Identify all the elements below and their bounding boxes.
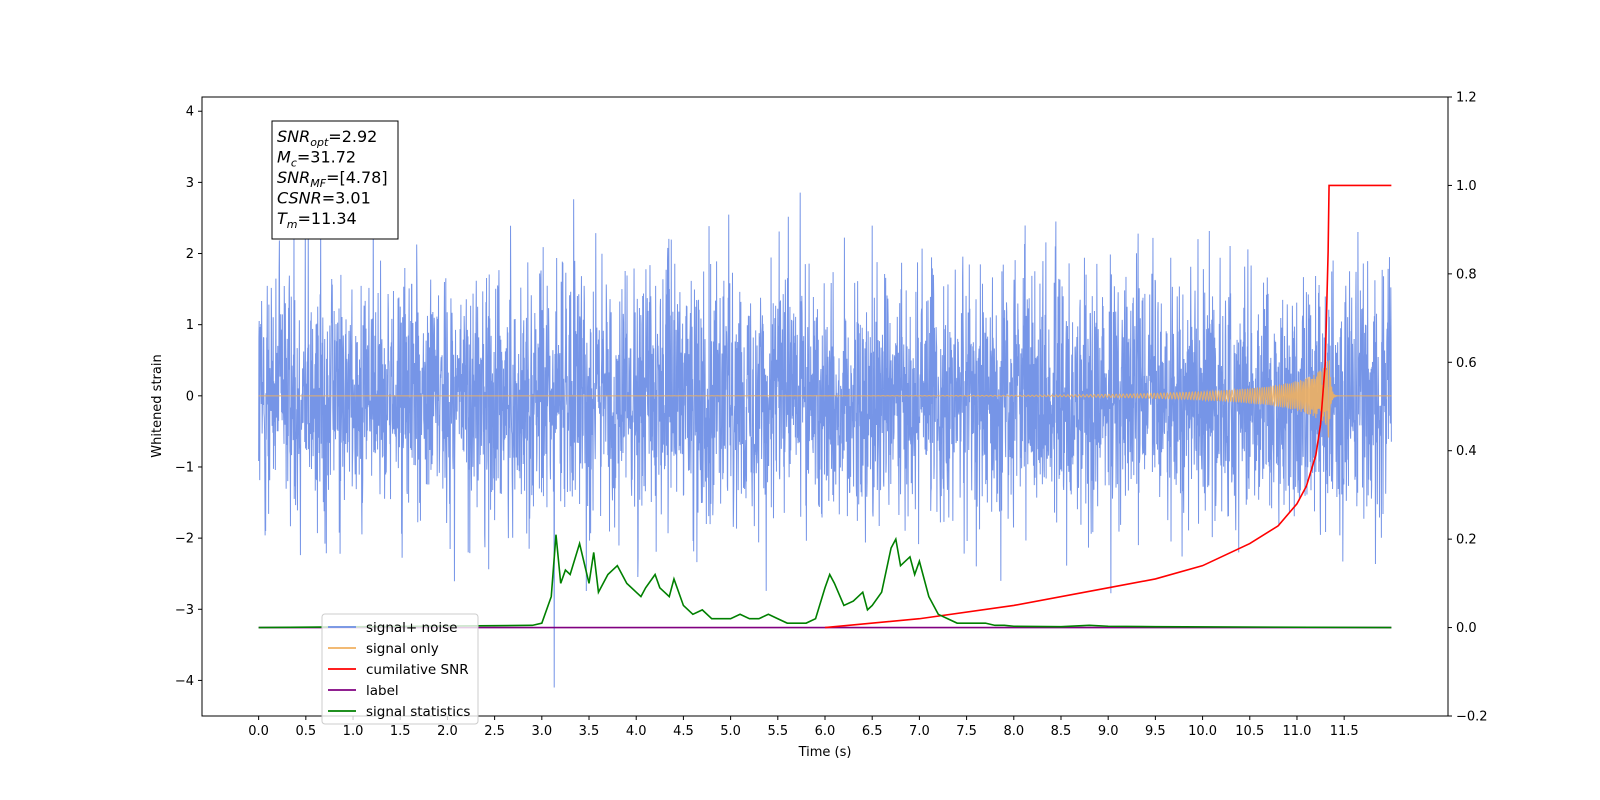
y-right-tick-label: 0.8 (1456, 267, 1477, 282)
y-right-tick-label: 0.6 (1456, 356, 1477, 371)
y-right-tick-label: 0.0 (1456, 621, 1477, 636)
y-right-tick-label: 1.2 (1456, 91, 1477, 106)
x-tick-label: 2.0 (437, 724, 458, 739)
x-tick-label: 6.0 (815, 724, 836, 739)
x-axis-title: Time (s) (798, 745, 852, 760)
annotation-line: Tm=11.34 (277, 209, 357, 231)
x-tick-label: 11.5 (1330, 724, 1359, 739)
series-cumulative-snr-line (824, 184, 1392, 629)
y-axis-right: −0.2 0.0 0.2 0.4 0.6 0.8 1.0 1.2 (1448, 91, 1488, 725)
x-tick-label: 9.0 (1098, 724, 1119, 739)
x-tick-label: 8.5 (1051, 724, 1072, 739)
x-tick-label: 4.0 (626, 724, 647, 739)
y-left-tick-label: 1 (186, 318, 194, 333)
y-left-tick-label: −4 (175, 674, 194, 689)
y-left-tick-label: 0 (186, 389, 194, 404)
y-right-tick-label: −0.2 (1456, 710, 1488, 725)
y-right-tick-label: 0.2 (1456, 533, 1477, 548)
annotation-line: Mc=31.72 (277, 148, 356, 170)
annotation-box-frame (271, 120, 399, 240)
legend: signal+ noise signal only cumilative SNR la… (321, 613, 479, 725)
x-tick-label: 7.0 (909, 724, 930, 739)
series-signal-statistics-line (258, 534, 1392, 629)
annotation-line: SNRopt=2.92 (277, 127, 377, 149)
legend-frame (321, 613, 479, 725)
x-tick-label: 3.5 (579, 724, 600, 739)
x-tick-label: 5.5 (767, 724, 788, 739)
annotation-line: CSNR=3.01 (277, 189, 371, 208)
x-tick-label: 3.0 (531, 724, 552, 739)
x-tick-label: 0.0 (248, 724, 269, 739)
y-axis-left: −4 −3 −2 −1 0 1 2 3 4 (175, 105, 202, 689)
x-tick-label: 2.5 (484, 724, 505, 739)
y-right-tick-label: 1.0 (1456, 179, 1477, 194)
y-left-tick-label: 2 (186, 247, 194, 262)
y-left-tick-label: −1 (175, 460, 194, 475)
series-signal-only-line (258, 360, 1392, 438)
y-left-tick-label: 4 (186, 105, 194, 120)
y-left-tick-label: −3 (175, 603, 194, 618)
x-axis: 0.0 0.5 1.0 1.5 2.0 2.5 3.0 3.5 4.0 4.5 5.0 5.5 6.0 6… (248, 716, 1359, 739)
annotation-line: SNRMF=[4.78] (277, 168, 388, 190)
legend-label: signal+ noise (366, 620, 457, 636)
x-tick-label: 9.5 (1145, 724, 1166, 739)
x-tick-label: 8.0 (1003, 724, 1024, 739)
x-tick-label: 0.5 (295, 724, 316, 739)
x-tick-label: 6.5 (862, 724, 883, 739)
x-tick-label: 5.0 (720, 724, 741, 739)
x-tick-label: 4.5 (673, 724, 694, 739)
annotation-box: SNRopt=2.92Mc=31.72SNRMF=[4.78]CSNR=3.01… (271, 120, 399, 240)
series-signal-noise-line (258, 192, 1392, 688)
x-tick-label: 1.5 (390, 724, 411, 739)
x-tick-label: 10.5 (1235, 724, 1264, 739)
x-tick-label: 1.0 (343, 724, 364, 739)
y-right-tick-label: 0.4 (1456, 444, 1477, 459)
x-tick-label: 7.5 (956, 724, 977, 739)
legend-label: signal only (366, 641, 439, 657)
y-left-tick-label: −2 (175, 532, 194, 547)
x-tick-label: 10.0 (1188, 724, 1217, 739)
legend-label: signal statistics (366, 704, 470, 720)
legend-label: cumilative SNR (366, 662, 469, 678)
legend-label: label (366, 683, 399, 699)
y-axis-title: Whitened strain (150, 354, 165, 457)
y-left-tick-label: 3 (186, 176, 194, 191)
x-tick-label: 11.0 (1282, 724, 1311, 739)
